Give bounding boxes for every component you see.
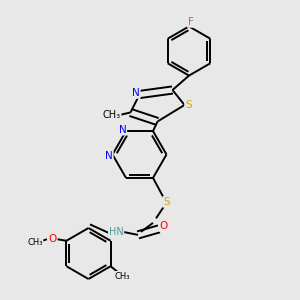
- Text: N: N: [132, 88, 140, 98]
- Text: O: O: [48, 234, 56, 244]
- Text: S: S: [185, 100, 192, 110]
- Text: O: O: [159, 221, 168, 231]
- Text: HN: HN: [109, 227, 124, 237]
- Text: F: F: [188, 17, 194, 27]
- Text: N: N: [105, 151, 113, 161]
- Text: S: S: [163, 197, 170, 207]
- Text: N: N: [118, 124, 126, 135]
- Text: CH₃: CH₃: [103, 110, 121, 121]
- Text: CH₃: CH₃: [114, 272, 130, 281]
- Text: CH₃: CH₃: [27, 238, 43, 247]
